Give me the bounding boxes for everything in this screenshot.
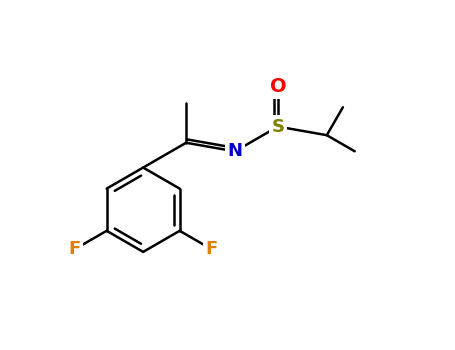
Text: S: S: [272, 118, 284, 135]
Text: N: N: [228, 142, 243, 160]
Text: O: O: [270, 77, 286, 96]
Text: F: F: [68, 240, 81, 258]
Text: F: F: [206, 240, 218, 258]
